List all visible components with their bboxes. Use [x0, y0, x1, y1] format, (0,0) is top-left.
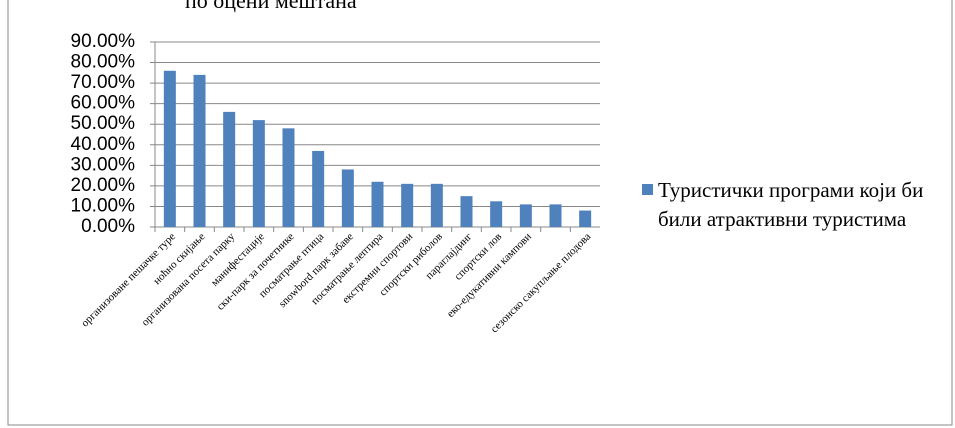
bar — [519, 204, 532, 227]
y-tick-label: 60.00% — [71, 93, 136, 114]
y-tick-label: 0.00% — [81, 216, 135, 237]
bar — [579, 210, 592, 227]
y-tick-label: 30.00% — [71, 154, 136, 175]
y-tick-label: 90.00% — [71, 31, 136, 52]
legend: Туристички програми који би били атракти… — [642, 176, 955, 234]
y-tick-label: 20.00% — [71, 175, 136, 196]
bar — [163, 70, 176, 228]
bar — [312, 150, 325, 227]
bar — [282, 128, 295, 227]
bar — [371, 181, 384, 227]
bar — [460, 196, 473, 227]
legend-swatch — [642, 184, 653, 195]
y-tick-label: 80.00% — [71, 52, 136, 73]
bar — [223, 111, 236, 227]
bar — [193, 74, 206, 227]
bar — [430, 183, 443, 227]
x-tick-label: сезонско сакупљање плодова — [489, 231, 594, 336]
legend-label: Туристички програми који би били атракти… — [658, 178, 924, 231]
y-tick-label: 40.00% — [71, 134, 136, 155]
chart-frame — [7, 0, 953, 426]
y-tick-label: 70.00% — [71, 72, 136, 93]
y-tick-label: 10.00% — [71, 195, 136, 216]
bar — [252, 120, 265, 227]
y-tick-label: 50.00% — [71, 113, 136, 134]
chart-title: по оцени мештана — [185, 0, 357, 13]
bar — [490, 201, 503, 227]
bar — [401, 183, 414, 227]
bar — [549, 204, 562, 227]
bar — [341, 169, 354, 227]
